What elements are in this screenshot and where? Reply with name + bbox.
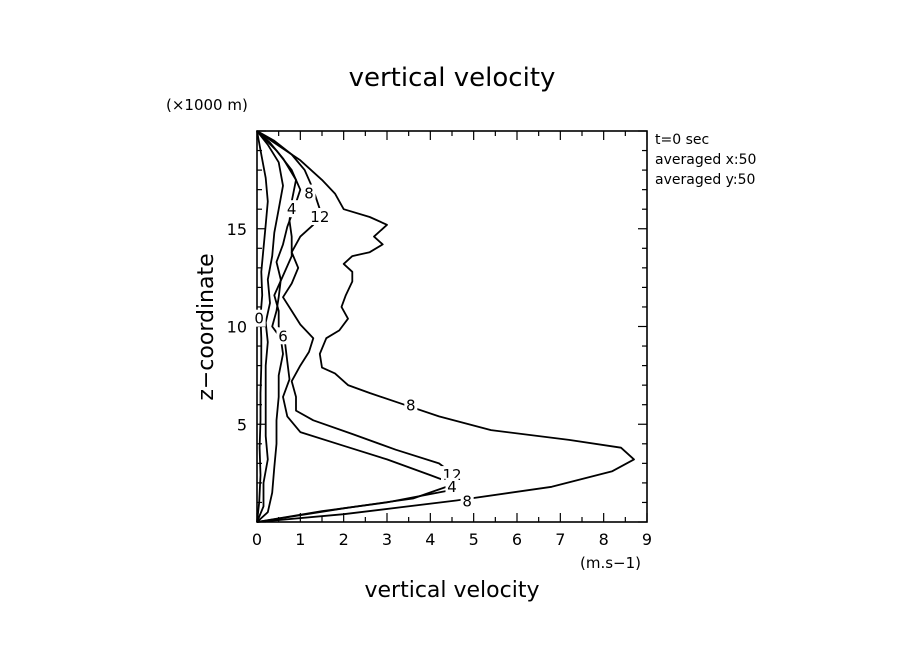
y-tick-label: 5 [237, 415, 247, 434]
y-tick-label: 15 [227, 220, 247, 239]
contour-label: 4 [287, 200, 297, 218]
x-axis-label: vertical velocity [364, 578, 539, 603]
x-tick-label: 0 [252, 530, 262, 549]
x-tick-label: 8 [599, 530, 609, 549]
x-tick-label: 9 [642, 530, 652, 549]
contour-label-bg [285, 200, 299, 218]
contour-label-bg [302, 184, 316, 202]
contour-label-bg [276, 327, 290, 345]
info-line-avg-y: averaged y:50 [655, 172, 755, 188]
x-tick-label: 1 [295, 530, 305, 549]
contour-label: 12 [310, 208, 329, 226]
y-axis-label: z−coordinate [194, 253, 219, 400]
x-tick-label: 2 [339, 530, 349, 549]
info-line-time: t=0 sec [655, 132, 709, 148]
x-tick-label: 7 [555, 530, 565, 549]
velocity-profile-1 [256, 130, 635, 523]
contour-label: 6 [278, 327, 288, 345]
velocity-profile-4 [256, 130, 302, 523]
x-tick-label: 3 [382, 530, 392, 549]
contour-label-bg [460, 492, 474, 510]
x-tick-label: 5 [469, 530, 479, 549]
contour-label: 8 [462, 492, 472, 510]
y-axis-units: (×1000 m) [166, 96, 248, 114]
contour-label: 4 [447, 478, 457, 496]
contour-label-bg [308, 208, 331, 226]
velocity-profile-5 [256, 130, 284, 523]
contour-label: 8 [406, 397, 416, 415]
chart-title: vertical velocity [349, 63, 556, 93]
contour-label-bg [252, 309, 266, 327]
x-tick-label: 6 [512, 530, 522, 549]
contour-label: 8 [304, 185, 314, 203]
contour-label-bg [445, 477, 459, 495]
contour-label-bg [404, 396, 418, 414]
contour-label: 0 [254, 310, 264, 328]
x-axis-units: (m.s−1) [580, 554, 641, 572]
info-line-avg-x: averaged x:50 [655, 152, 756, 168]
y-tick-label: 10 [227, 318, 247, 337]
x-tick-label: 4 [425, 530, 435, 549]
